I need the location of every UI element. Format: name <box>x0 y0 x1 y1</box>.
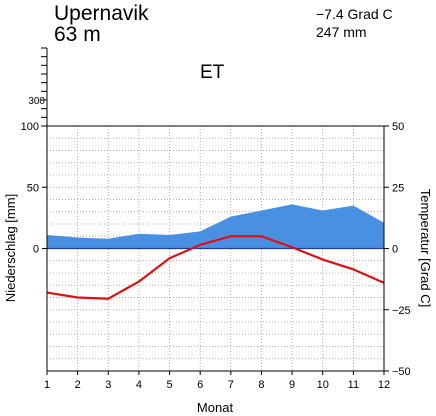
month-tick-label: 2 <box>75 379 81 391</box>
temp-tick-label: 50 <box>392 121 404 133</box>
month-tick-label: 1 <box>44 379 50 391</box>
precip-tick-label: 50 <box>27 182 39 194</box>
month-tick-label: 8 <box>258 379 264 391</box>
month-tick-label: 7 <box>228 379 234 391</box>
month-tick-label: 12 <box>378 379 390 391</box>
month-tick-label: 10 <box>317 379 329 391</box>
upper-precipitation-axis: 300 <box>28 47 48 127</box>
right-axis-label: Temperatur [Grad C] <box>418 189 433 308</box>
left-axis-label: Niederschlag [mm] <box>3 194 18 302</box>
annual-precipitation: 247 mm <box>316 24 367 40</box>
precip-tick-label: 0 <box>33 244 39 256</box>
upper-tick-label: 300 <box>28 96 45 107</box>
x-axis-label: Monat <box>197 400 234 415</box>
month-tick-label: 6 <box>197 379 203 391</box>
station-elevation: 63 m <box>54 23 101 46</box>
month-tick-label: 4 <box>136 379 142 391</box>
climate-class: ET <box>200 62 225 83</box>
station-name: Upernavik <box>54 2 149 25</box>
temperature-line <box>46 235 385 300</box>
month-tick-label: 9 <box>289 379 295 391</box>
month-tick-label: 11 <box>348 379 359 391</box>
plot-area <box>46 204 385 300</box>
month-tick-label: 5 <box>166 379 172 391</box>
month-tick-label: 3 <box>105 379 111 391</box>
temp-tick-label: −25 <box>392 305 411 317</box>
temp-tick-label: 25 <box>392 182 404 194</box>
precip-tick-label: 100 <box>21 121 39 133</box>
temp-tick-label: −50 <box>392 366 411 378</box>
temp-tick-label: 0 <box>392 244 398 256</box>
precipitation-area <box>47 204 384 249</box>
mean-temperature: −7.4 Grad C <box>316 6 393 22</box>
